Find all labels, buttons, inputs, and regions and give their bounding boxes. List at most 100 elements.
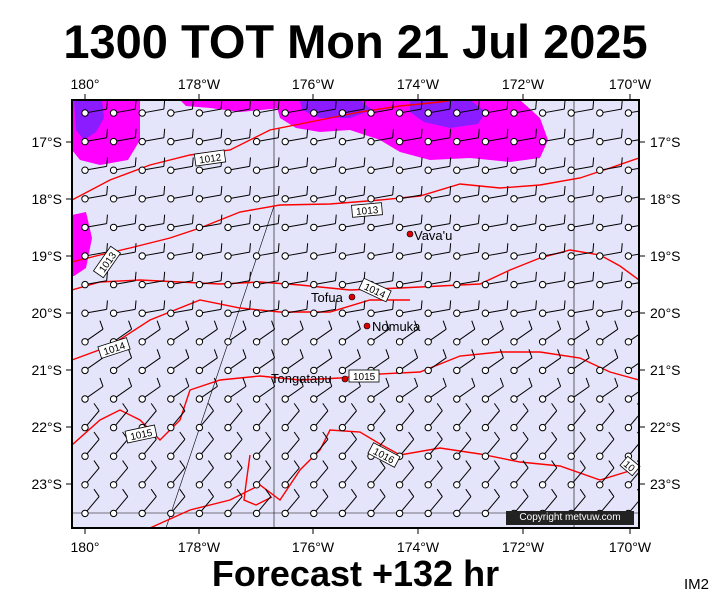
wind-barb-feather <box>620 185 623 196</box>
wind-barb-shaft <box>88 194 107 199</box>
wind-barb-shaft <box>115 328 132 341</box>
wind-barb-shaft <box>86 439 100 455</box>
wind-barb-shaft <box>259 251 279 256</box>
wind-barb-shaft <box>172 496 186 512</box>
wind-barb-shaft <box>631 310 639 314</box>
wind-barb-feather <box>306 214 309 224</box>
wind-station <box>281 366 289 375</box>
wind-barb-shaft <box>229 439 243 455</box>
wind-station <box>567 109 575 117</box>
wind-barb-feather <box>191 214 194 224</box>
wind-station <box>624 338 633 346</box>
wind-station <box>510 195 518 203</box>
wind-station <box>567 481 575 489</box>
wind-barb-feather <box>134 214 137 224</box>
wind-barb-feather <box>236 488 243 497</box>
wind-barb-shaft <box>431 223 450 228</box>
wind-barb-feather <box>392 300 394 310</box>
wind-barb-feather <box>385 349 390 358</box>
svg-text:Tofua: Tofua <box>311 290 344 305</box>
wind-barb-feather <box>299 349 304 358</box>
wind-barb-feather <box>363 300 366 310</box>
wind-station <box>624 395 633 403</box>
wind-barb-shaft <box>488 251 508 256</box>
wind-station <box>538 109 547 117</box>
svg-text:Tongatapu: Tongatapu <box>271 371 332 386</box>
svg-text:23°S: 23°S <box>650 476 681 492</box>
wind-station <box>538 223 547 232</box>
wind-barb-feather <box>306 243 309 253</box>
wind-barb-feather <box>392 128 394 138</box>
wind-barb-shaft <box>574 280 593 285</box>
wind-barb-feather <box>535 100 537 110</box>
svg-text:17°S: 17°S <box>650 134 681 150</box>
wind-station <box>109 509 118 518</box>
wind-station <box>281 481 289 489</box>
wind-station <box>624 481 633 489</box>
wind-barb-feather <box>220 243 223 253</box>
wind-barb-feather <box>493 431 500 440</box>
wind-barb-shaft <box>459 308 479 314</box>
wind-barb-shaft <box>545 280 565 285</box>
svg-text:172°W: 172°W <box>502 76 545 92</box>
svg-text:19°S: 19°S <box>650 248 681 264</box>
wind-barb-feather <box>242 377 247 387</box>
wind-barb-feather <box>535 185 537 196</box>
wind-barb-shaft <box>374 308 393 314</box>
wind-barb-feather <box>592 157 595 167</box>
wind-barb-feather <box>449 214 452 224</box>
wind-station <box>224 195 232 203</box>
wind-barb-shaft <box>430 357 447 369</box>
wind-barb-shaft <box>402 280 422 285</box>
wind-barb-shaft <box>288 280 307 285</box>
wind-barb-feather <box>93 460 100 469</box>
wind-barb-feather <box>436 403 443 412</box>
wind-station <box>109 166 118 174</box>
wind-barb-shaft <box>88 280 107 285</box>
wind-barb-feather <box>163 243 166 253</box>
wind-barb-shaft <box>602 357 619 369</box>
wind-barb-shaft <box>545 223 565 228</box>
svg-text:Nomuka: Nomuka <box>372 319 421 334</box>
wind-barb-shaft <box>316 308 336 314</box>
wind-barb-feather <box>191 243 194 253</box>
wind-barb-shaft <box>431 308 450 314</box>
wind-barb-shaft <box>231 251 250 256</box>
wind-station <box>624 166 633 174</box>
wind-barb-shaft <box>88 108 107 113</box>
wind-station <box>367 423 375 432</box>
wind-station <box>567 137 575 146</box>
wind-station <box>252 166 261 174</box>
wind-station <box>481 423 490 432</box>
wind-station <box>596 166 604 174</box>
wind-station <box>424 223 432 232</box>
wind-station <box>395 109 404 117</box>
wind-barb-shaft <box>145 165 164 171</box>
wind-station <box>167 223 175 232</box>
wind-station <box>424 338 432 346</box>
wind-station <box>538 309 547 317</box>
wind-barb-feather <box>249 100 251 110</box>
wind-station <box>138 137 146 146</box>
wind-station <box>510 137 518 146</box>
wind-barb-feather <box>334 243 337 253</box>
wind-station <box>109 309 118 317</box>
wind-barb-feather <box>134 128 137 138</box>
wind-station <box>138 309 146 317</box>
wind-station <box>538 481 547 489</box>
wind-barb-shaft <box>402 251 422 256</box>
wind-barb-feather <box>334 100 337 110</box>
wind-station <box>395 252 404 260</box>
wind-barb-shaft <box>517 223 536 228</box>
wind-barb-feather <box>163 271 166 281</box>
wind-station <box>109 395 118 403</box>
wind-barb-shaft <box>145 108 164 113</box>
svg-text:Vava'u: Vava'u <box>414 228 452 243</box>
svg-text:178°W: 178°W <box>178 76 221 92</box>
wind-barb-shaft <box>316 385 333 398</box>
wind-barb-shaft <box>601 410 615 426</box>
wind-station <box>310 309 318 317</box>
wind-barb-shaft <box>258 410 272 426</box>
wind-barb-feather <box>592 214 595 224</box>
wind-barb-shaft <box>229 496 243 512</box>
